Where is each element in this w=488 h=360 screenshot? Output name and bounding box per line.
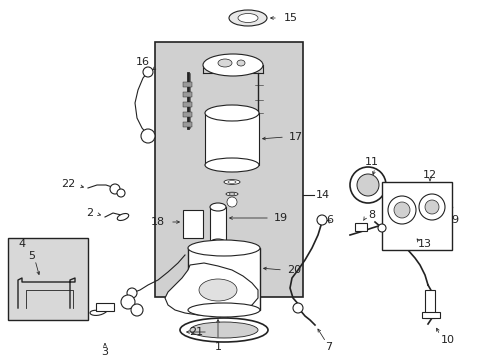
Text: 11: 11 — [364, 157, 378, 167]
Text: 7: 7 — [325, 342, 332, 352]
Bar — [381, 182, 451, 250]
Ellipse shape — [180, 318, 267, 342]
Bar — [183, 102, 192, 107]
Text: 21: 21 — [188, 327, 203, 337]
Text: 19: 19 — [273, 213, 287, 223]
Bar — [96, 303, 114, 311]
Text: 9: 9 — [450, 215, 458, 225]
Text: 13: 13 — [417, 239, 431, 249]
Ellipse shape — [225, 192, 238, 196]
Circle shape — [127, 288, 137, 298]
Circle shape — [377, 224, 385, 232]
Circle shape — [292, 303, 303, 313]
Ellipse shape — [237, 60, 244, 66]
Circle shape — [349, 167, 385, 203]
Circle shape — [121, 295, 135, 309]
Bar — [8, 238, 88, 320]
Text: 10: 10 — [440, 335, 454, 345]
Text: 3: 3 — [102, 347, 108, 357]
Bar — [424, 290, 434, 318]
Circle shape — [131, 304, 142, 316]
Circle shape — [424, 200, 438, 214]
Circle shape — [393, 202, 409, 218]
Text: 15: 15 — [284, 13, 297, 23]
Circle shape — [110, 184, 120, 194]
Ellipse shape — [228, 10, 266, 26]
Ellipse shape — [227, 181, 236, 183]
Text: 18: 18 — [151, 217, 165, 227]
Text: 6: 6 — [326, 215, 333, 225]
Ellipse shape — [187, 303, 260, 317]
Circle shape — [220, 314, 227, 322]
Circle shape — [387, 196, 415, 224]
Text: 20: 20 — [286, 265, 301, 275]
Ellipse shape — [238, 13, 258, 22]
Ellipse shape — [199, 279, 237, 301]
Bar — [155, 42, 303, 297]
Ellipse shape — [187, 240, 260, 256]
PathPatch shape — [164, 263, 258, 315]
Circle shape — [141, 129, 155, 143]
Text: 22: 22 — [61, 179, 75, 189]
Text: 5: 5 — [28, 251, 36, 261]
Circle shape — [142, 67, 153, 77]
Circle shape — [226, 197, 237, 207]
Bar — [187, 248, 260, 310]
Bar — [209, 207, 225, 243]
Circle shape — [418, 194, 444, 220]
Ellipse shape — [204, 158, 259, 172]
Bar — [183, 122, 192, 127]
Ellipse shape — [203, 54, 263, 76]
Text: 17: 17 — [288, 132, 303, 142]
Ellipse shape — [209, 239, 225, 247]
Ellipse shape — [224, 180, 240, 184]
Text: 2: 2 — [86, 208, 93, 218]
Bar — [421, 312, 439, 318]
Text: 14: 14 — [315, 190, 329, 200]
Bar — [183, 112, 192, 117]
Text: 1: 1 — [214, 342, 221, 352]
Ellipse shape — [204, 105, 259, 121]
Circle shape — [356, 174, 378, 196]
Ellipse shape — [209, 203, 225, 211]
Text: 16: 16 — [136, 57, 150, 67]
Ellipse shape — [228, 193, 235, 195]
Bar — [183, 210, 203, 238]
Bar — [204, 113, 259, 165]
Bar — [183, 82, 192, 87]
Bar — [354, 223, 366, 231]
Text: 8: 8 — [367, 210, 375, 220]
Ellipse shape — [117, 213, 128, 220]
Text: 4: 4 — [18, 239, 25, 249]
Ellipse shape — [218, 59, 231, 67]
Circle shape — [316, 215, 326, 225]
Bar — [183, 92, 192, 97]
Text: 12: 12 — [422, 170, 436, 180]
Circle shape — [117, 189, 125, 197]
Ellipse shape — [190, 322, 258, 338]
